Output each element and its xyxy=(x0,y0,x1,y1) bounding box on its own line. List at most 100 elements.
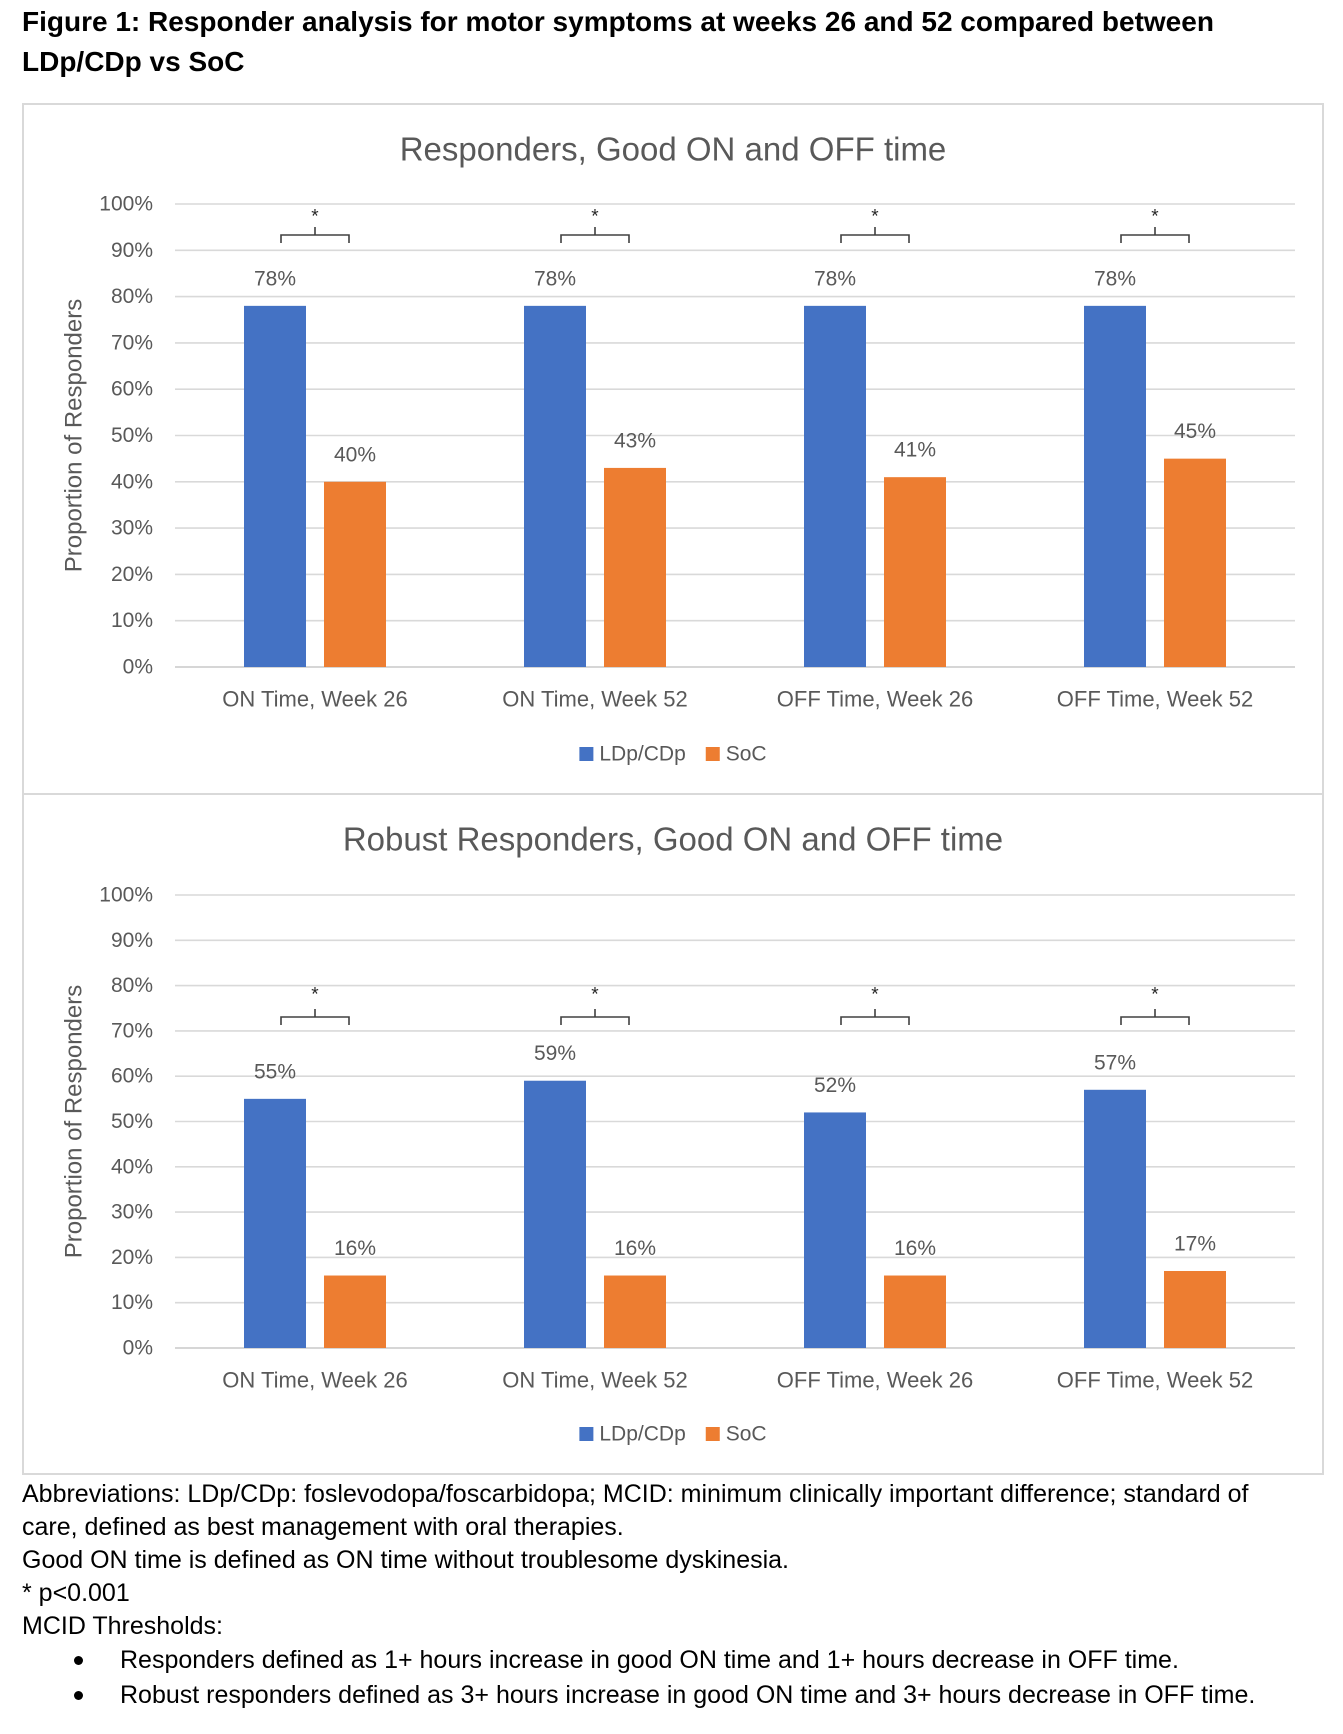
bullet-icon xyxy=(74,1691,83,1700)
x-tick-label: OFF Time, Week 52 xyxy=(1057,687,1253,712)
data-label: 16% xyxy=(334,1237,376,1260)
significance-bracket xyxy=(560,1009,630,1025)
mcid-threshold-item: Robust responders defined as 3+ hours in… xyxy=(22,1678,1322,1713)
y-tick-label: 40% xyxy=(111,1155,153,1178)
y-tick-label: 50% xyxy=(111,1110,153,1133)
significance-bracket xyxy=(560,227,630,243)
x-tick-label: ON Time, Week 26 xyxy=(222,687,407,712)
legend-item-soc: SoC xyxy=(705,1423,767,1446)
y-tick-label: 100% xyxy=(99,884,153,907)
significance-bracket xyxy=(280,1009,350,1025)
legend-item-soc: SoC xyxy=(705,743,767,766)
significance-bracket xyxy=(280,227,350,243)
bar-ldp-cdp-on-time-week-26 xyxy=(244,305,306,667)
data-label: 55% xyxy=(254,1060,296,1083)
bullet-icon xyxy=(74,1656,83,1665)
legend: LDp/CDp SoC xyxy=(579,1423,767,1446)
chart-title: Robust Responders, Good ON and OFF time xyxy=(343,821,1003,858)
data-label: 45% xyxy=(1174,420,1216,443)
y-tick-label: 50% xyxy=(111,424,153,447)
bar-soc-off-time-week-52 xyxy=(1164,1270,1226,1348)
bar-ldp-cdp-off-time-week-26 xyxy=(804,305,866,667)
significance-bracket xyxy=(840,227,910,243)
legend-item-ldp-cdp: LDp/CDp xyxy=(579,1423,686,1446)
x-tick-label: OFF Time, Week 26 xyxy=(777,1368,973,1393)
data-label: 57% xyxy=(1094,1051,1136,1074)
robust-responders-bar-chart: Robust Responders, Good ON and OFF time 0… xyxy=(22,793,1324,1475)
significance-star: * xyxy=(871,985,879,1006)
legend-label: LDp/CDp xyxy=(599,1423,685,1446)
bar-soc-on-time-week-52 xyxy=(604,467,666,667)
significance-star: * xyxy=(1151,985,1159,1006)
significance-star: * xyxy=(1151,207,1159,228)
x-tick-label: OFF Time, Week 52 xyxy=(1057,1368,1253,1393)
y-tick-label: 30% xyxy=(111,517,153,540)
bar-soc-off-time-week-26 xyxy=(884,1275,946,1348)
y-tick-label: 80% xyxy=(111,285,153,308)
x-tick-label: OFF Time, Week 26 xyxy=(777,687,973,712)
good-on-definition: Good ON time is defined as ON time witho… xyxy=(22,1546,790,1574)
mcid-threshold-text: Responders defined as 1+ hours increase … xyxy=(120,1646,1179,1674)
bar-ldp-cdp-off-time-week-52 xyxy=(1084,1089,1146,1348)
legend: LDp/CDp SoC xyxy=(579,743,767,766)
legend-swatch-soc xyxy=(705,1427,720,1441)
mcid-threshold-item: Responders defined as 1+ hours increase … xyxy=(22,1643,1322,1678)
significance-star: * xyxy=(311,207,319,228)
x-tick-label: ON Time, Week 26 xyxy=(222,1368,407,1393)
y-tick-label: 70% xyxy=(111,331,153,354)
data-label: 43% xyxy=(614,429,656,452)
data-label: 78% xyxy=(1094,267,1136,290)
y-tick-label: 70% xyxy=(111,1019,153,1042)
y-tick-label: 40% xyxy=(111,470,153,493)
data-label: 41% xyxy=(894,439,936,462)
y-tick-label: 0% xyxy=(123,656,153,679)
bar-soc-on-time-week-52 xyxy=(604,1275,666,1348)
mcid-heading: MCID Thresholds: xyxy=(22,1612,223,1640)
data-label: 16% xyxy=(614,1237,656,1260)
bar-ldp-cdp-on-time-week-26 xyxy=(244,1098,306,1348)
significance-star: * xyxy=(871,207,879,228)
x-tick-label: ON Time, Week 52 xyxy=(502,1368,687,1393)
data-label: 78% xyxy=(534,267,576,290)
bar-ldp-cdp-on-time-week-52 xyxy=(524,1080,586,1348)
bar-soc-on-time-week-26 xyxy=(324,1275,386,1348)
significance-star: * xyxy=(311,985,319,1006)
figure-title: Figure 1: Responder analysis for motor s… xyxy=(22,6,1214,77)
mcid-threshold-text: Robust responders defined as 3+ hours in… xyxy=(120,1681,1256,1709)
y-tick-label: 60% xyxy=(111,1065,153,1088)
y-axis-title: Proportion of Responders xyxy=(61,299,88,573)
mcid-threshold-list: Responders defined as 1+ hours increase … xyxy=(22,1643,1322,1713)
data-label: 16% xyxy=(894,1237,936,1260)
y-tick-label: 80% xyxy=(111,974,153,997)
significance-bracket xyxy=(1120,1009,1190,1025)
data-label: 78% xyxy=(254,267,296,290)
bar-soc-on-time-week-26 xyxy=(324,481,386,667)
y-tick-label: 0% xyxy=(123,1337,153,1360)
legend-item-ldp-cdp: LDp/CDp xyxy=(579,743,686,766)
x-tick-label: ON Time, Week 52 xyxy=(502,687,687,712)
footnotes: Abbreviations: LDp/CDp: foslevodopa/fosc… xyxy=(22,1478,1322,1713)
y-tick-label: 20% xyxy=(111,563,153,586)
bar-ldp-cdp-off-time-week-52 xyxy=(1084,305,1146,667)
y-tick-label: 90% xyxy=(111,239,153,262)
y-axis-title: Proportion of Responders xyxy=(61,985,88,1259)
y-tick-label: 30% xyxy=(111,1201,153,1224)
bar-ldp-cdp-off-time-week-26 xyxy=(804,1112,866,1348)
legend-label: SoC xyxy=(726,743,767,766)
y-tick-label: 100% xyxy=(99,193,153,216)
significance-star: * xyxy=(591,985,599,1006)
data-label: 59% xyxy=(534,1042,576,1065)
y-tick-label: 10% xyxy=(111,609,153,632)
data-label: 78% xyxy=(814,267,856,290)
bar-ldp-cdp-on-time-week-52 xyxy=(524,305,586,667)
legend-label: SoC xyxy=(726,1423,767,1446)
legend-swatch-soc xyxy=(705,747,720,761)
bar-soc-off-time-week-26 xyxy=(884,477,946,667)
bar-soc-off-time-week-52 xyxy=(1164,458,1226,667)
y-tick-label: 90% xyxy=(111,929,153,952)
data-label: 52% xyxy=(814,1074,856,1097)
y-tick-label: 20% xyxy=(111,1246,153,1269)
legend-swatch-ldp-cdp xyxy=(579,747,594,761)
legend-label: LDp/CDp xyxy=(599,743,685,766)
significance-note: * p<0.001 xyxy=(22,1579,130,1607)
